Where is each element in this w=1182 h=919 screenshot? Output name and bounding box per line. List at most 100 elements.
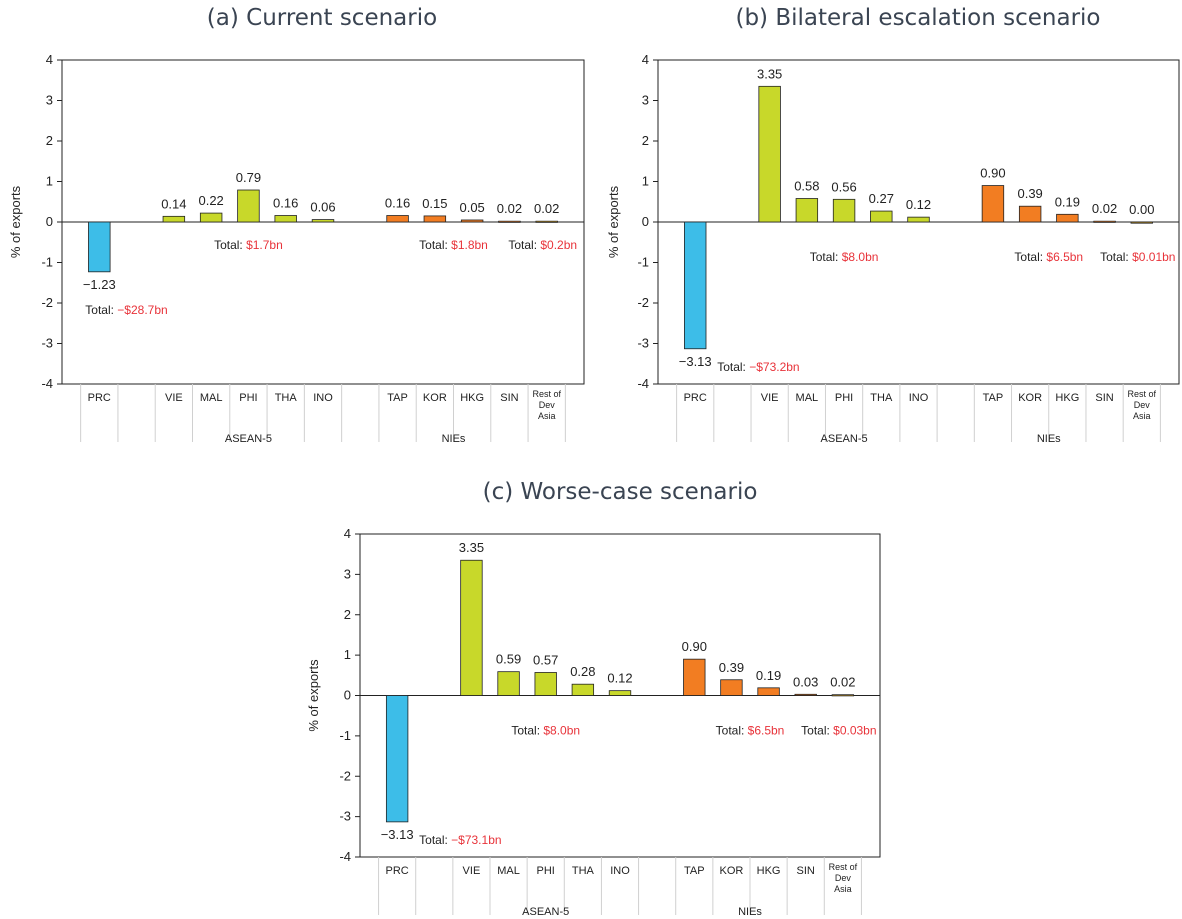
data-label: 0.02 (534, 201, 559, 216)
data-label: 0.12 (607, 671, 632, 686)
data-label: 0.03 (793, 674, 818, 689)
y-tick-label: 2 (46, 133, 53, 148)
y-tick-label: 4 (642, 52, 649, 67)
y-tick-label: -1 (41, 255, 53, 270)
bar-mal (199, 212, 223, 223)
y-axis-label: % of exports (606, 185, 621, 258)
data-label: 3.35 (757, 66, 782, 81)
category-label: THA (572, 865, 595, 877)
category-label: PRC (684, 392, 707, 404)
bar-tap (683, 658, 706, 696)
group-total: Total: $0.01bn (1100, 250, 1175, 264)
data-label: 0.19 (756, 668, 781, 683)
category-label: Rest of Dev Asia (532, 389, 561, 421)
data-label: 0.56 (831, 179, 856, 194)
y-tick-label: -2 (339, 768, 351, 783)
y-tick-label: 0 (344, 688, 351, 703)
category-label: PRC (386, 865, 409, 877)
y-tick-label: 1 (46, 174, 53, 189)
category-label: PRC (88, 392, 111, 404)
group-label: ASEAN-5 (522, 906, 569, 918)
bar-kor (423, 215, 447, 223)
data-label: 0.14 (161, 196, 186, 211)
data-label: 0.05 (459, 200, 484, 215)
chart-panel-worse: (c) Worse-case scenario % of exports 4 3 2 1 0… (306, 479, 881, 918)
group-total: Total: $8.0bn (511, 724, 580, 738)
y-tick-label: -1 (339, 728, 351, 743)
group-label: ASEAN-5 (821, 433, 868, 445)
data-label: −1.23 (83, 277, 116, 292)
bar-kor (1018, 205, 1042, 223)
data-label: 0.16 (273, 196, 298, 211)
bar-hkg (460, 219, 484, 223)
y-tick-label: -4 (339, 849, 351, 864)
data-label: 0.27 (869, 191, 894, 206)
bar-rest-of-dev-asia (831, 694, 855, 697)
bar-sin (794, 693, 817, 696)
group-total: Total: $1.7bn (214, 238, 283, 252)
data-label: 0.79 (236, 170, 261, 185)
data-label: 0.39 (719, 660, 744, 675)
bar-prc (88, 221, 111, 273)
data-label: 0.22 (198, 193, 223, 208)
data-label: 0.02 (1092, 201, 1117, 216)
category-label: VIE (165, 392, 183, 404)
data-label: 0.90 (682, 639, 707, 654)
y-tick-label: 0 (642, 214, 649, 229)
chart-panel-bilateral: (b) Bilateral escalation scenario % of ex… (606, 5, 1180, 445)
chart-title: (c) Worse-case scenario (483, 479, 758, 505)
y-tick-label: -4 (41, 376, 53, 391)
data-label: −3.13 (679, 354, 712, 369)
category-label: INO (313, 392, 333, 404)
data-label: −3.13 (381, 827, 414, 842)
bar-mal (795, 198, 819, 223)
category-label: PHI (537, 865, 555, 877)
data-label: 0.39 (1017, 186, 1042, 201)
group-total: Total: $8.0bn (810, 250, 879, 264)
y-axis-label: % of exports (306, 659, 321, 732)
category-label: MAL (796, 392, 819, 404)
category-label: Rest of Dev Asia (1128, 389, 1157, 421)
data-label: 0.16 (385, 196, 410, 211)
y-tick-label: 0 (46, 214, 53, 229)
group-total: Total: $6.5bn (716, 724, 785, 738)
category-label: PHI (835, 392, 853, 404)
bar-hkg (1056, 213, 1079, 223)
y-tick-label: 4 (344, 526, 351, 541)
category-label: SIN (1095, 392, 1113, 404)
bar-prc (684, 221, 707, 350)
data-label: 0.58 (794, 179, 819, 194)
group-total: Total: −$28.7bn (85, 303, 167, 317)
bar-sin (1093, 220, 1116, 223)
y-tick-label: 2 (642, 133, 649, 148)
data-label: 0.28 (570, 664, 595, 679)
chart-title: (b) Bilateral escalation scenario (735, 5, 1100, 31)
bar-phi (534, 672, 557, 696)
group-total: Total: $6.5bn (1014, 250, 1083, 264)
y-tick-label: 3 (642, 93, 649, 108)
category-label: HKG (1055, 392, 1079, 404)
data-label: 0.02 (830, 675, 855, 690)
y-tick-label: 3 (46, 93, 53, 108)
category-label: KOR (1018, 392, 1042, 404)
data-label: 3.35 (459, 540, 484, 555)
bar-vie (758, 85, 781, 223)
group-total: Total: $1.8bn (419, 238, 488, 252)
category-label: VIE (463, 865, 481, 877)
bar-hkg (757, 687, 780, 696)
bar-prc (385, 695, 409, 823)
group-total: Total: $0.03bn (801, 724, 876, 738)
bar-ino (608, 690, 632, 696)
group-total: Total: $0.2bn (508, 238, 577, 252)
y-tick-label: -3 (637, 336, 649, 351)
bar-vie (162, 215, 186, 223)
category-label: TAP (983, 392, 1004, 404)
group-label: NIEs (442, 433, 466, 445)
category-label: Rest of Dev Asia (829, 862, 858, 894)
category-label: TAP (387, 392, 408, 404)
y-axis-label: % of exports (8, 185, 23, 258)
data-label: 0.59 (496, 652, 521, 667)
y-tick-label: -4 (637, 376, 649, 391)
group-label: NIEs (738, 906, 762, 918)
